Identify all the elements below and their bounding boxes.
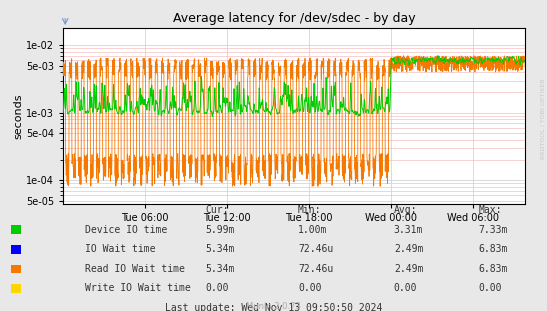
Text: RRDTOOL / TOBI OETIKER: RRDTOOL / TOBI OETIKER — [541, 78, 546, 159]
Text: 5.34m: 5.34m — [205, 264, 235, 274]
Text: Munin 2.0.73: Munin 2.0.73 — [246, 302, 301, 311]
Text: 2.49m: 2.49m — [394, 244, 423, 254]
Y-axis label: seconds: seconds — [13, 93, 23, 139]
Text: 0.00: 0.00 — [298, 283, 322, 293]
Text: Max:: Max: — [479, 205, 502, 215]
Text: Avg:: Avg: — [394, 205, 417, 215]
Title: Average latency for /dev/sdec - by day: Average latency for /dev/sdec - by day — [173, 12, 415, 26]
Text: 6.83m: 6.83m — [479, 244, 508, 254]
Text: Cur:: Cur: — [205, 205, 229, 215]
Text: Write IO Wait time: Write IO Wait time — [85, 283, 190, 293]
Text: Last update: Wed Nov 13 09:50:50 2024: Last update: Wed Nov 13 09:50:50 2024 — [165, 303, 382, 311]
Text: 6.83m: 6.83m — [479, 264, 508, 274]
Text: 5.99m: 5.99m — [205, 225, 235, 234]
Text: Read IO Wait time: Read IO Wait time — [85, 264, 185, 274]
Text: IO Wait time: IO Wait time — [85, 244, 155, 254]
Text: 72.46u: 72.46u — [298, 264, 333, 274]
Text: 2.49m: 2.49m — [394, 264, 423, 274]
Text: 72.46u: 72.46u — [298, 244, 333, 254]
Text: 3.31m: 3.31m — [394, 225, 423, 234]
Text: Min:: Min: — [298, 205, 322, 215]
Text: 7.33m: 7.33m — [479, 225, 508, 234]
Text: Device IO time: Device IO time — [85, 225, 167, 234]
Text: 0.00: 0.00 — [394, 283, 417, 293]
Text: 0.00: 0.00 — [205, 283, 229, 293]
Text: 1.00m: 1.00m — [298, 225, 328, 234]
Text: 0.00: 0.00 — [479, 283, 502, 293]
Text: 5.34m: 5.34m — [205, 244, 235, 254]
